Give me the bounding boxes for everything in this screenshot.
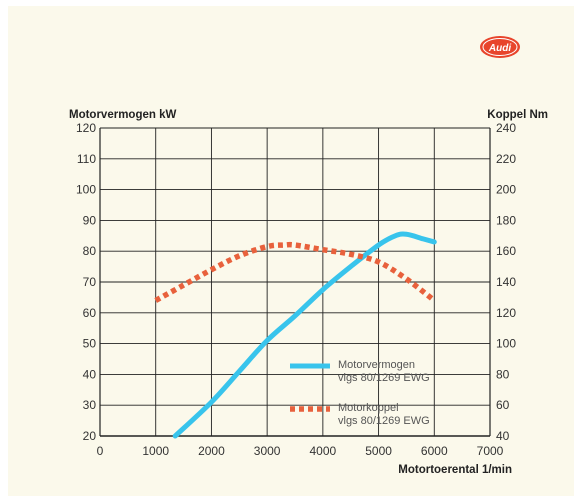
- audi-logo: Audi: [479, 35, 521, 59]
- y-right-tick-label: 100: [496, 337, 516, 351]
- y-left-tick-label: 30: [83, 398, 97, 412]
- y-left-tick-label: 120: [76, 121, 96, 135]
- y-left-tick-label: 100: [76, 183, 96, 197]
- x-tick-label: 1000: [142, 444, 169, 458]
- y-right-tick-label: 60: [496, 398, 510, 412]
- legend: Motorvermogen vlgs 80/1269 EWG Motorkopp…: [290, 359, 430, 427]
- y-left-tick-label: 90: [83, 213, 97, 227]
- y-left-tick-label: 80: [83, 244, 97, 258]
- legend-label-torque: Motorkoppel: [338, 402, 399, 414]
- y-right-tick-label: 120: [496, 306, 516, 320]
- y-right-tick-label: 160: [496, 244, 516, 258]
- x-tick-label: 5000: [365, 444, 392, 458]
- y-right-tick-label: 240: [496, 121, 516, 135]
- y-left-tick-label: 60: [83, 306, 97, 320]
- x-tick-label: 0: [97, 444, 104, 458]
- x-tick-label: 6000: [421, 444, 448, 458]
- chart-card: Motorvermogen kW Koppel Nm Motortoerenta…: [8, 6, 574, 496]
- y-right-tick-label: 220: [496, 152, 516, 166]
- legend-label-power: Motorvermogen: [338, 359, 415, 371]
- y-left-tick-label: 70: [83, 275, 97, 289]
- x-tick-label: 4000: [310, 444, 337, 458]
- tick-labels: 20 30 40 50 60 70 80 90 100 110 120 40 60 80 100 120 140…: [76, 121, 516, 458]
- left-axis-title: Motorvermogen kW: [69, 109, 176, 121]
- legend-sublabel-torque: vlgs 80/1269 EWG: [338, 415, 430, 427]
- torque-curve: [156, 245, 435, 301]
- y-right-tick-label: 180: [496, 213, 516, 227]
- legend-sublabel-power: vlgs 80/1269 EWG: [338, 372, 430, 384]
- y-right-tick-label: 140: [496, 275, 516, 289]
- y-right-tick-label: 80: [496, 367, 510, 381]
- x-axis-title: Motortoerental 1/min: [398, 464, 512, 476]
- x-tick-label: 2000: [198, 444, 225, 458]
- right-axis-title: Koppel Nm: [487, 109, 548, 121]
- y-left-tick-label: 110: [77, 152, 96, 166]
- grid: [100, 128, 490, 436]
- x-tick-label: 7000: [477, 444, 504, 458]
- y-left-tick-label: 20: [83, 429, 97, 443]
- x-tick-label: 3000: [254, 444, 281, 458]
- power-torque-chart: Motorvermogen kW Koppel Nm Motortoerenta…: [8, 6, 574, 496]
- y-left-tick-label: 40: [83, 367, 97, 381]
- y-left-tick-label: 50: [83, 337, 97, 351]
- y-right-tick-label: 40: [496, 429, 510, 443]
- logo-text: Audi: [488, 43, 511, 54]
- y-right-tick-label: 200: [496, 183, 516, 197]
